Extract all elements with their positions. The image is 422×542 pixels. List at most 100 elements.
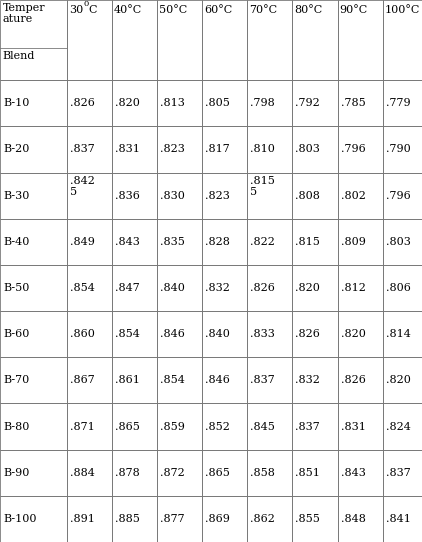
- Bar: [0, 496, 67, 542]
- Bar: [338, 265, 383, 311]
- Bar: [157, 0, 202, 80]
- Text: .826: .826: [70, 98, 95, 108]
- Bar: [247, 450, 292, 496]
- Bar: [247, 80, 292, 126]
- Text: .843: .843: [115, 237, 140, 247]
- Text: .820: .820: [295, 283, 320, 293]
- Text: .809: .809: [341, 237, 365, 247]
- Text: .802: .802: [341, 191, 365, 201]
- Bar: [338, 80, 383, 126]
- Bar: [247, 172, 292, 219]
- Text: .832: .832: [205, 283, 230, 293]
- Text: C: C: [89, 5, 97, 15]
- Bar: [67, 80, 112, 126]
- Bar: [202, 126, 247, 172]
- Bar: [292, 172, 338, 219]
- Bar: [112, 172, 157, 219]
- Bar: [292, 450, 338, 496]
- Bar: [383, 496, 422, 542]
- Bar: [0, 80, 67, 126]
- Text: .803: .803: [386, 237, 411, 247]
- Text: .820: .820: [115, 98, 140, 108]
- Text: .847: .847: [115, 283, 140, 293]
- Bar: [202, 80, 247, 126]
- Bar: [157, 172, 202, 219]
- Bar: [247, 357, 292, 403]
- Text: 100°C: 100°C: [385, 5, 420, 15]
- Bar: [67, 219, 112, 265]
- Text: .796: .796: [341, 145, 365, 154]
- Text: .822: .822: [250, 237, 275, 247]
- Text: .826: .826: [341, 376, 365, 385]
- Text: .861: .861: [115, 376, 140, 385]
- Text: .820: .820: [341, 329, 365, 339]
- Text: .884: .884: [70, 468, 95, 478]
- Text: .835: .835: [160, 237, 185, 247]
- Bar: [247, 126, 292, 172]
- Bar: [202, 219, 247, 265]
- Text: .865: .865: [205, 468, 230, 478]
- Text: .833: .833: [250, 329, 275, 339]
- Text: .865: .865: [115, 422, 140, 431]
- Text: Blend: Blend: [3, 51, 35, 61]
- Text: .840: .840: [205, 329, 230, 339]
- Text: .810: .810: [250, 145, 275, 154]
- Bar: [338, 357, 383, 403]
- Text: .840: .840: [160, 283, 185, 293]
- Text: .831: .831: [341, 422, 365, 431]
- Text: 30: 30: [69, 5, 83, 15]
- Text: .817: .817: [205, 145, 230, 154]
- Text: .842
5: .842 5: [70, 176, 95, 197]
- Text: B-70: B-70: [3, 376, 29, 385]
- Text: B-50: B-50: [3, 283, 30, 293]
- Bar: [292, 357, 338, 403]
- Bar: [112, 450, 157, 496]
- Text: .841: .841: [386, 514, 411, 524]
- Text: .846: .846: [205, 376, 230, 385]
- Text: .837: .837: [295, 422, 320, 431]
- Text: .836: .836: [115, 191, 140, 201]
- Bar: [157, 403, 202, 450]
- Text: .806: .806: [386, 283, 411, 293]
- Text: .878: .878: [115, 468, 140, 478]
- Text: .805: .805: [205, 98, 230, 108]
- Bar: [383, 450, 422, 496]
- Bar: [157, 219, 202, 265]
- Bar: [247, 403, 292, 450]
- Bar: [0, 311, 67, 357]
- Text: .846: .846: [160, 329, 185, 339]
- Text: .852: .852: [205, 422, 230, 431]
- Text: .826: .826: [250, 283, 275, 293]
- Text: .891: .891: [70, 514, 95, 524]
- Bar: [202, 0, 247, 80]
- Bar: [157, 126, 202, 172]
- Bar: [112, 0, 157, 80]
- Text: 60°C: 60°C: [204, 5, 233, 15]
- Bar: [383, 265, 422, 311]
- Text: .848: .848: [341, 514, 365, 524]
- Bar: [202, 496, 247, 542]
- Text: .849: .849: [70, 237, 95, 247]
- Bar: [0, 219, 67, 265]
- Text: 70°C: 70°C: [249, 5, 278, 15]
- Bar: [292, 403, 338, 450]
- Text: .877: .877: [160, 514, 184, 524]
- Text: .820: .820: [386, 376, 411, 385]
- Text: .845: .845: [250, 422, 275, 431]
- Bar: [202, 403, 247, 450]
- Text: .862: .862: [250, 514, 275, 524]
- Bar: [338, 219, 383, 265]
- Text: .867: .867: [70, 376, 95, 385]
- Text: .798: .798: [250, 98, 275, 108]
- Bar: [338, 496, 383, 542]
- Bar: [383, 126, 422, 172]
- Bar: [202, 265, 247, 311]
- Text: B-80: B-80: [3, 422, 30, 431]
- Text: B-40: B-40: [3, 237, 30, 247]
- Text: .869: .869: [205, 514, 230, 524]
- Text: Temper
ature: Temper ature: [3, 3, 45, 24]
- Bar: [202, 311, 247, 357]
- Bar: [112, 219, 157, 265]
- Text: .837: .837: [386, 468, 411, 478]
- Bar: [338, 172, 383, 219]
